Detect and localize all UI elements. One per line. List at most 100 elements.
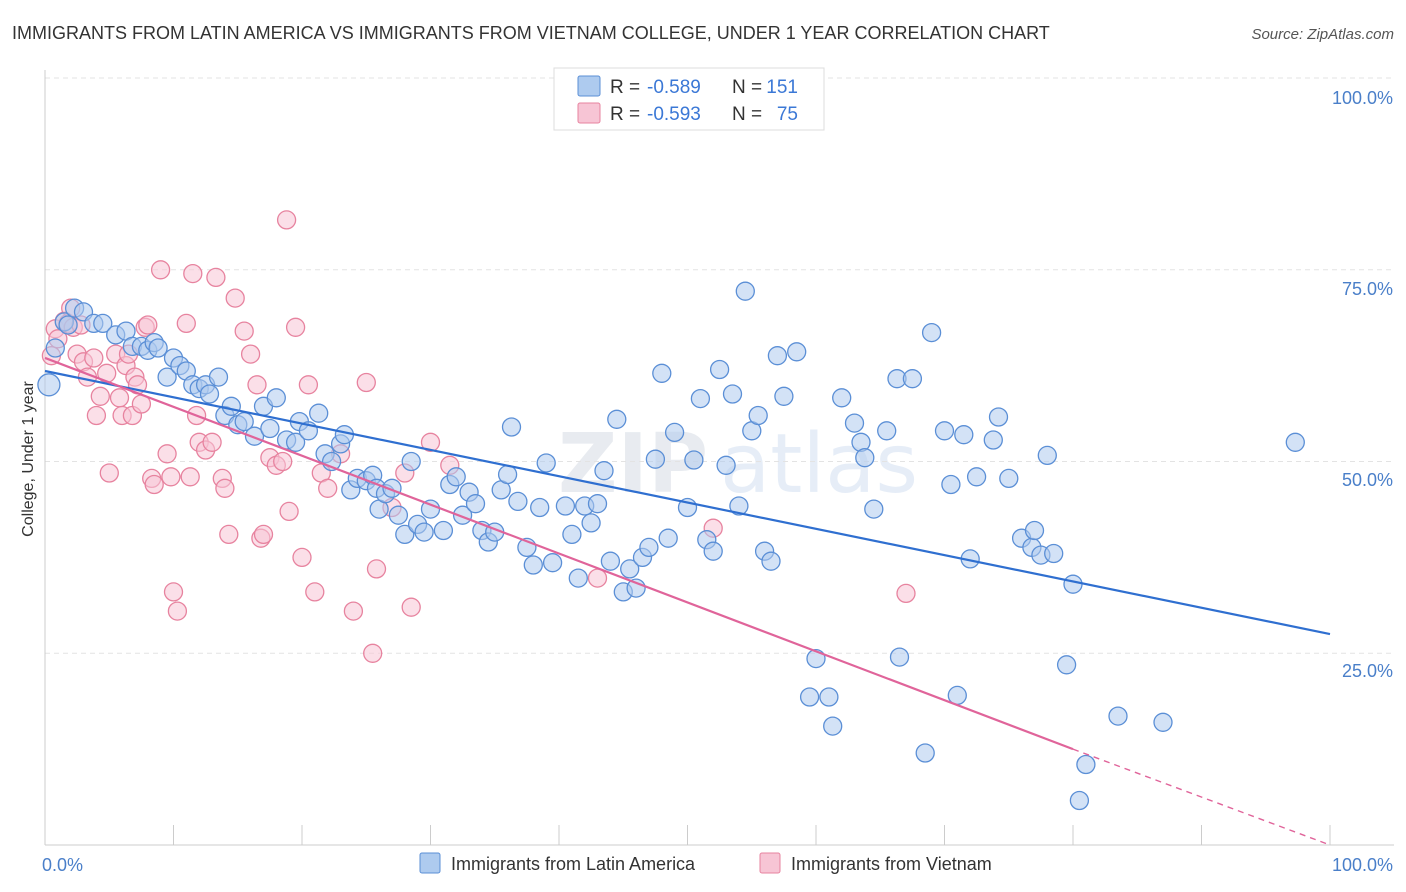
- latin-america-point: [244, 426, 265, 446]
- latin-america-point: [639, 537, 659, 558]
- vietnam-point: [183, 263, 203, 284]
- legend-r-label: R =: [610, 77, 640, 98]
- latin-america-point: [536, 453, 556, 473]
- latin-america-point: [787, 342, 807, 362]
- latin-america-point: [722, 384, 743, 404]
- latin-america-point: [658, 528, 678, 548]
- latin-america-point: [620, 559, 640, 579]
- latin-america-point: [465, 494, 486, 514]
- vietnam-point: [896, 583, 916, 604]
- latin-america-point: [1024, 520, 1045, 541]
- vietnam-point: [292, 547, 312, 568]
- latin-america-point: [799, 687, 820, 707]
- latin-america-point: [309, 403, 329, 423]
- latin-america-point: [542, 553, 563, 573]
- latin-america-point: [889, 647, 910, 667]
- vietnam-point: [298, 375, 319, 395]
- latin-america-point: [999, 468, 1019, 489]
- vietnam-point: [86, 405, 107, 426]
- legend-r-label: R =: [610, 104, 640, 125]
- latin-america-point: [902, 369, 923, 389]
- vietnam-point: [180, 467, 200, 487]
- latin-america-point: [1037, 445, 1057, 466]
- latin-america-point: [530, 497, 550, 518]
- latin-america-point: [819, 687, 839, 707]
- vietnam-point: [202, 432, 222, 452]
- latin-america-points: [37, 281, 1305, 811]
- latin-america-point: [1153, 712, 1173, 732]
- latin-america-point: [37, 373, 61, 397]
- y-tick-label: 100.0%: [1332, 88, 1393, 108]
- vietnam-point: [109, 388, 130, 408]
- vietnam-point: [343, 601, 364, 621]
- latin-america-point: [1069, 790, 1090, 811]
- latin-america-trend-line: [44, 369, 1331, 636]
- latin-america-point: [645, 449, 666, 469]
- latin-america-point: [921, 322, 942, 343]
- vietnam-point: [163, 582, 184, 602]
- series-legend-label: Immigrants from Latin America: [451, 854, 696, 874]
- latin-america-point: [266, 388, 286, 408]
- latin-america-point: [157, 367, 177, 387]
- vietnam-point: [318, 478, 338, 498]
- vietnam-point: [276, 210, 297, 230]
- latin-america-point: [587, 494, 608, 514]
- y-tick-label: 50.0%: [1342, 470, 1393, 490]
- latin-america-point: [208, 367, 229, 387]
- latin-america-point: [581, 513, 601, 533]
- latin-america-point: [652, 363, 672, 383]
- x-tick-label-min: 0.0%: [42, 855, 83, 875]
- latin-america-point: [729, 496, 749, 516]
- axes: [44, 70, 1394, 846]
- chart-title: IMMIGRANTS FROM LATIN AMERICA VS IMMIGRA…: [12, 23, 1050, 43]
- latin-america-point: [774, 386, 794, 406]
- series-legend-swatch-pink: [759, 852, 781, 874]
- latin-america-point: [735, 281, 755, 301]
- latin-america-point: [58, 315, 78, 335]
- latin-america-point: [401, 451, 421, 472]
- vietnam-point: [363, 643, 383, 663]
- vietnam-point: [225, 288, 245, 308]
- latin-america-point: [508, 491, 528, 512]
- latin-america-point: [983, 430, 1003, 450]
- latin-america-point: [709, 359, 730, 380]
- vietnam-point: [234, 321, 254, 341]
- vietnam-point: [356, 372, 376, 393]
- latin-america-point: [664, 422, 685, 443]
- latin-america-point: [941, 474, 961, 495]
- vietnam-point: [285, 317, 306, 337]
- latin-america-point: [221, 396, 241, 416]
- y-tick-labels: 100.0% 75.0% 50.0% 25.0%: [1332, 88, 1393, 681]
- series-legend: Immigrants from Latin America Immigrants…: [419, 852, 992, 874]
- latin-america-point: [1056, 655, 1077, 675]
- y-tick-label: 25.0%: [1342, 661, 1393, 681]
- vietnam-point: [167, 601, 188, 621]
- chart-source: Source: ZipAtlas.com: [1251, 26, 1394, 43]
- vietnam-point: [90, 386, 110, 406]
- latin-america-point: [93, 313, 113, 334]
- latin-america-point: [568, 568, 588, 588]
- vietnam-point: [84, 348, 104, 368]
- vietnam-point: [99, 463, 119, 483]
- vietnam-point: [138, 315, 158, 335]
- latin-america-point: [823, 716, 843, 736]
- latin-america-point: [844, 413, 865, 433]
- vietnam-point: [144, 474, 164, 495]
- vietnam-point: [366, 559, 387, 579]
- latin-america-point: [690, 388, 711, 409]
- latin-america-point: [1285, 432, 1305, 452]
- x-tick-label-max: 100.0%: [1332, 855, 1393, 875]
- latin-america-point: [988, 407, 1009, 427]
- latin-america-point: [523, 555, 543, 575]
- vietnam-point: [247, 375, 267, 395]
- latin-america-point: [446, 467, 466, 487]
- vietnam-point: [420, 432, 441, 452]
- latin-america-point: [877, 421, 897, 441]
- latin-america-point: [607, 409, 627, 429]
- latin-america-point: [1076, 754, 1096, 775]
- latin-america-point: [501, 417, 522, 437]
- latin-america-point: [414, 522, 434, 542]
- legend-swatch-pink: [577, 102, 601, 124]
- series-legend-label: Immigrants from Vietnam: [791, 854, 992, 874]
